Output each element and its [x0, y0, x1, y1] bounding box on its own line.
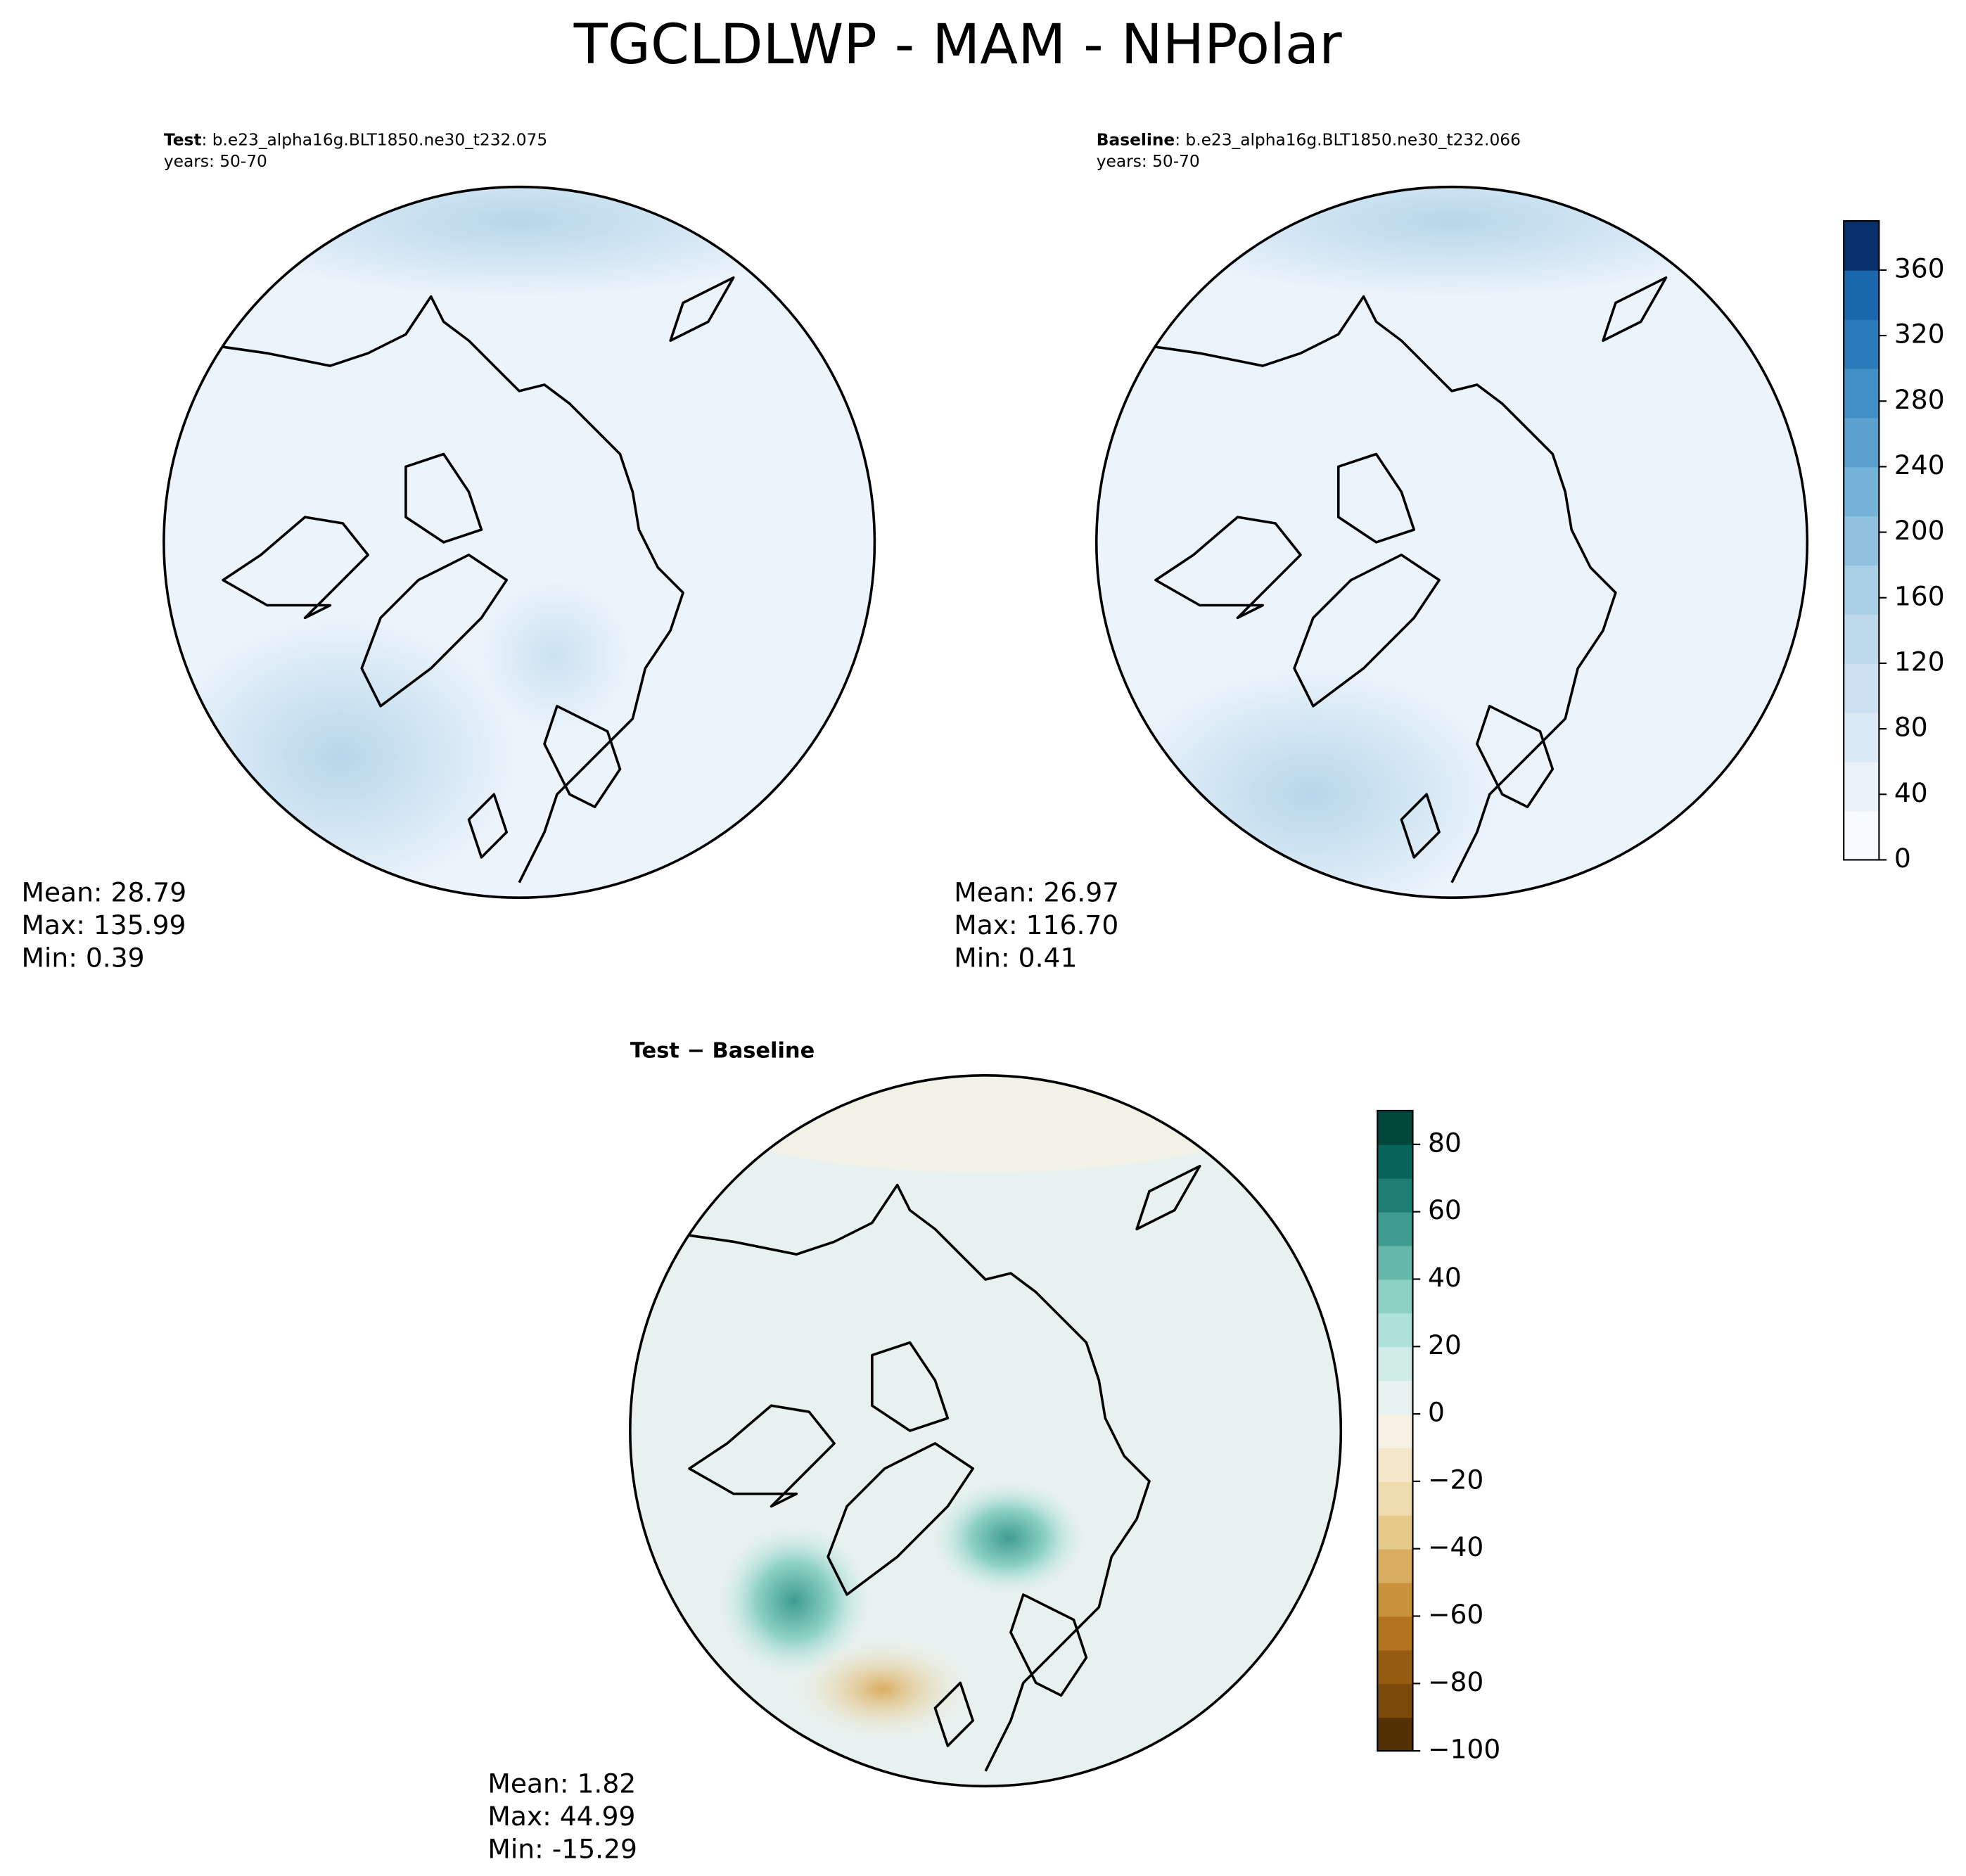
stat: Mean: 1.82 [487, 1768, 636, 1799]
map-boundary [1094, 185, 1809, 899]
colorbar-tick-label: 80 [1894, 712, 1928, 743]
colorbar-band [1844, 417, 1879, 468]
colorbar-band [1377, 1447, 1413, 1482]
colorbar-tick-label: −20 [1428, 1464, 1483, 1495]
colorbar-band [1377, 1279, 1413, 1314]
colorbar-tick-label: 40 [1428, 1262, 1462, 1293]
colorbar-band [1377, 1582, 1413, 1617]
colorbar-tick-label: 160 [1894, 580, 1945, 611]
map [163, 186, 875, 898]
colorbar-band [1377, 1346, 1413, 1382]
colorbar-band [1844, 712, 1879, 762]
colorbar-tick-label: 360 [1894, 253, 1945, 283]
colorbar-band [1844, 565, 1879, 615]
colorbar-band [1844, 466, 1879, 517]
colorbar-band [1844, 761, 1879, 812]
colorbar-band [1377, 1481, 1413, 1516]
colorbar-band [1377, 1548, 1413, 1583]
map [630, 1075, 1341, 1787]
stat: Min: 0.41 [954, 943, 1077, 974]
colorbar-band [1844, 319, 1879, 369]
colorbar-frame [1377, 1109, 1414, 1752]
colorbar-band [1377, 1650, 1413, 1685]
stat: Max: 135.99 [21, 910, 186, 940]
colorbar-band [1377, 1380, 1413, 1415]
stat: Min: 0.39 [21, 943, 144, 974]
colorbar-frame [1843, 219, 1880, 861]
panel-header: Test − Baseline [630, 1039, 815, 1064]
panel-header: Test: b.e23_alpha16g.BLT1850.ne30_t232.0… [164, 131, 547, 150]
colorbar-band [1377, 1514, 1413, 1550]
colorbar-band [1844, 516, 1879, 566]
colorbar-band [1377, 1313, 1413, 1348]
figure-title: TGCLDLWP - MAM - NHPolar [573, 12, 1343, 77]
colorbar-tick-label: −60 [1428, 1599, 1483, 1630]
colorbar-tick-label: −40 [1428, 1531, 1483, 1562]
stat: Max: 116.70 [954, 910, 1118, 940]
case-name: : b.e23_alpha16g.BLT1850.ne30_t232.066 [1175, 131, 1521, 150]
colorbar-band [1377, 1245, 1413, 1280]
stat: Mean: 26.97 [954, 877, 1119, 908]
colorbar-tick-label: −80 [1428, 1666, 1483, 1697]
map-boundary [629, 1074, 1343, 1788]
case-label: Baseline [1097, 131, 1175, 150]
colorbar-band [1844, 614, 1879, 664]
stat: Min: -15.29 [487, 1833, 637, 1864]
colorbar-tick-label: 120 [1894, 646, 1945, 677]
years: years: 50-70 [164, 152, 267, 171]
stat: Max: 44.99 [487, 1801, 635, 1832]
map [1096, 186, 1808, 898]
colorbar-tick-label: 40 [1894, 777, 1928, 808]
panel-header: Baseline: b.e23_alpha16g.BLT1850.ne30_t2… [1097, 131, 1521, 150]
colorbar-band [1377, 1683, 1413, 1718]
colorbar-tick-label: 80 [1428, 1127, 1462, 1158]
colorbar-band [1844, 663, 1879, 713]
colorbar-band [1377, 1717, 1413, 1752]
colorbar-tick-label: 0 [1894, 843, 1911, 874]
colorbar-tick-label: 60 [1428, 1194, 1462, 1225]
colorbar-band [1844, 368, 1879, 419]
stat: Mean: 28.79 [21, 877, 186, 908]
colorbar-tick-label: 20 [1428, 1329, 1462, 1360]
colorbar-band [1844, 221, 1879, 271]
colorbar-band [1844, 810, 1879, 861]
case-name: : b.e23_alpha16g.BLT1850.ne30_t232.075 [201, 131, 547, 150]
colorbar-tick-label: 240 [1894, 449, 1945, 480]
colorbar-tick-label: 0 [1428, 1397, 1445, 1428]
colorbar-band [1377, 1616, 1413, 1651]
colorbar-band [1377, 1110, 1413, 1145]
colorbar-band [1377, 1211, 1413, 1246]
colorbar-tick-label: 200 [1894, 515, 1945, 546]
map-boundary [162, 185, 876, 899]
colorbar-band [1377, 1144, 1413, 1179]
colorbar-band [1377, 1414, 1413, 1448]
case-label: Test [164, 131, 202, 150]
colorbar-tick-label: −100 [1428, 1734, 1500, 1765]
years: years: 50-70 [1097, 152, 1200, 171]
colorbar-tick-label: 280 [1894, 384, 1945, 415]
colorbar-tick-label: 320 [1894, 319, 1945, 350]
colorbar-band [1844, 269, 1879, 320]
colorbar-band [1377, 1178, 1413, 1213]
